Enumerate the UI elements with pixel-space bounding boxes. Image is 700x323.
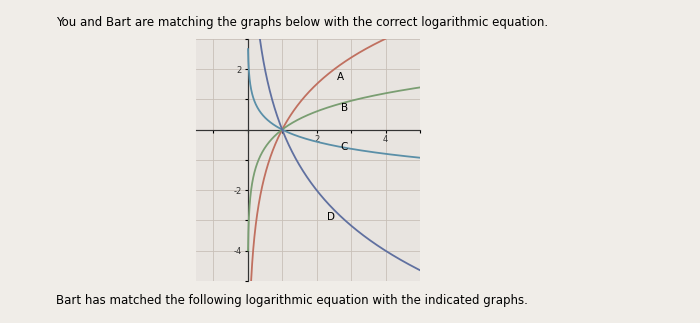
Text: You and Bart are matching the graphs below with the correct logarithmic equation: You and Bart are matching the graphs bel… [56, 16, 548, 29]
Text: D: D [327, 213, 335, 223]
Text: A: A [337, 72, 344, 82]
Text: C: C [341, 142, 348, 152]
Text: Bart has matched the following logarithmic equation with the indicated graphs.: Bart has matched the following logarithm… [56, 294, 528, 307]
Text: B: B [341, 103, 348, 113]
